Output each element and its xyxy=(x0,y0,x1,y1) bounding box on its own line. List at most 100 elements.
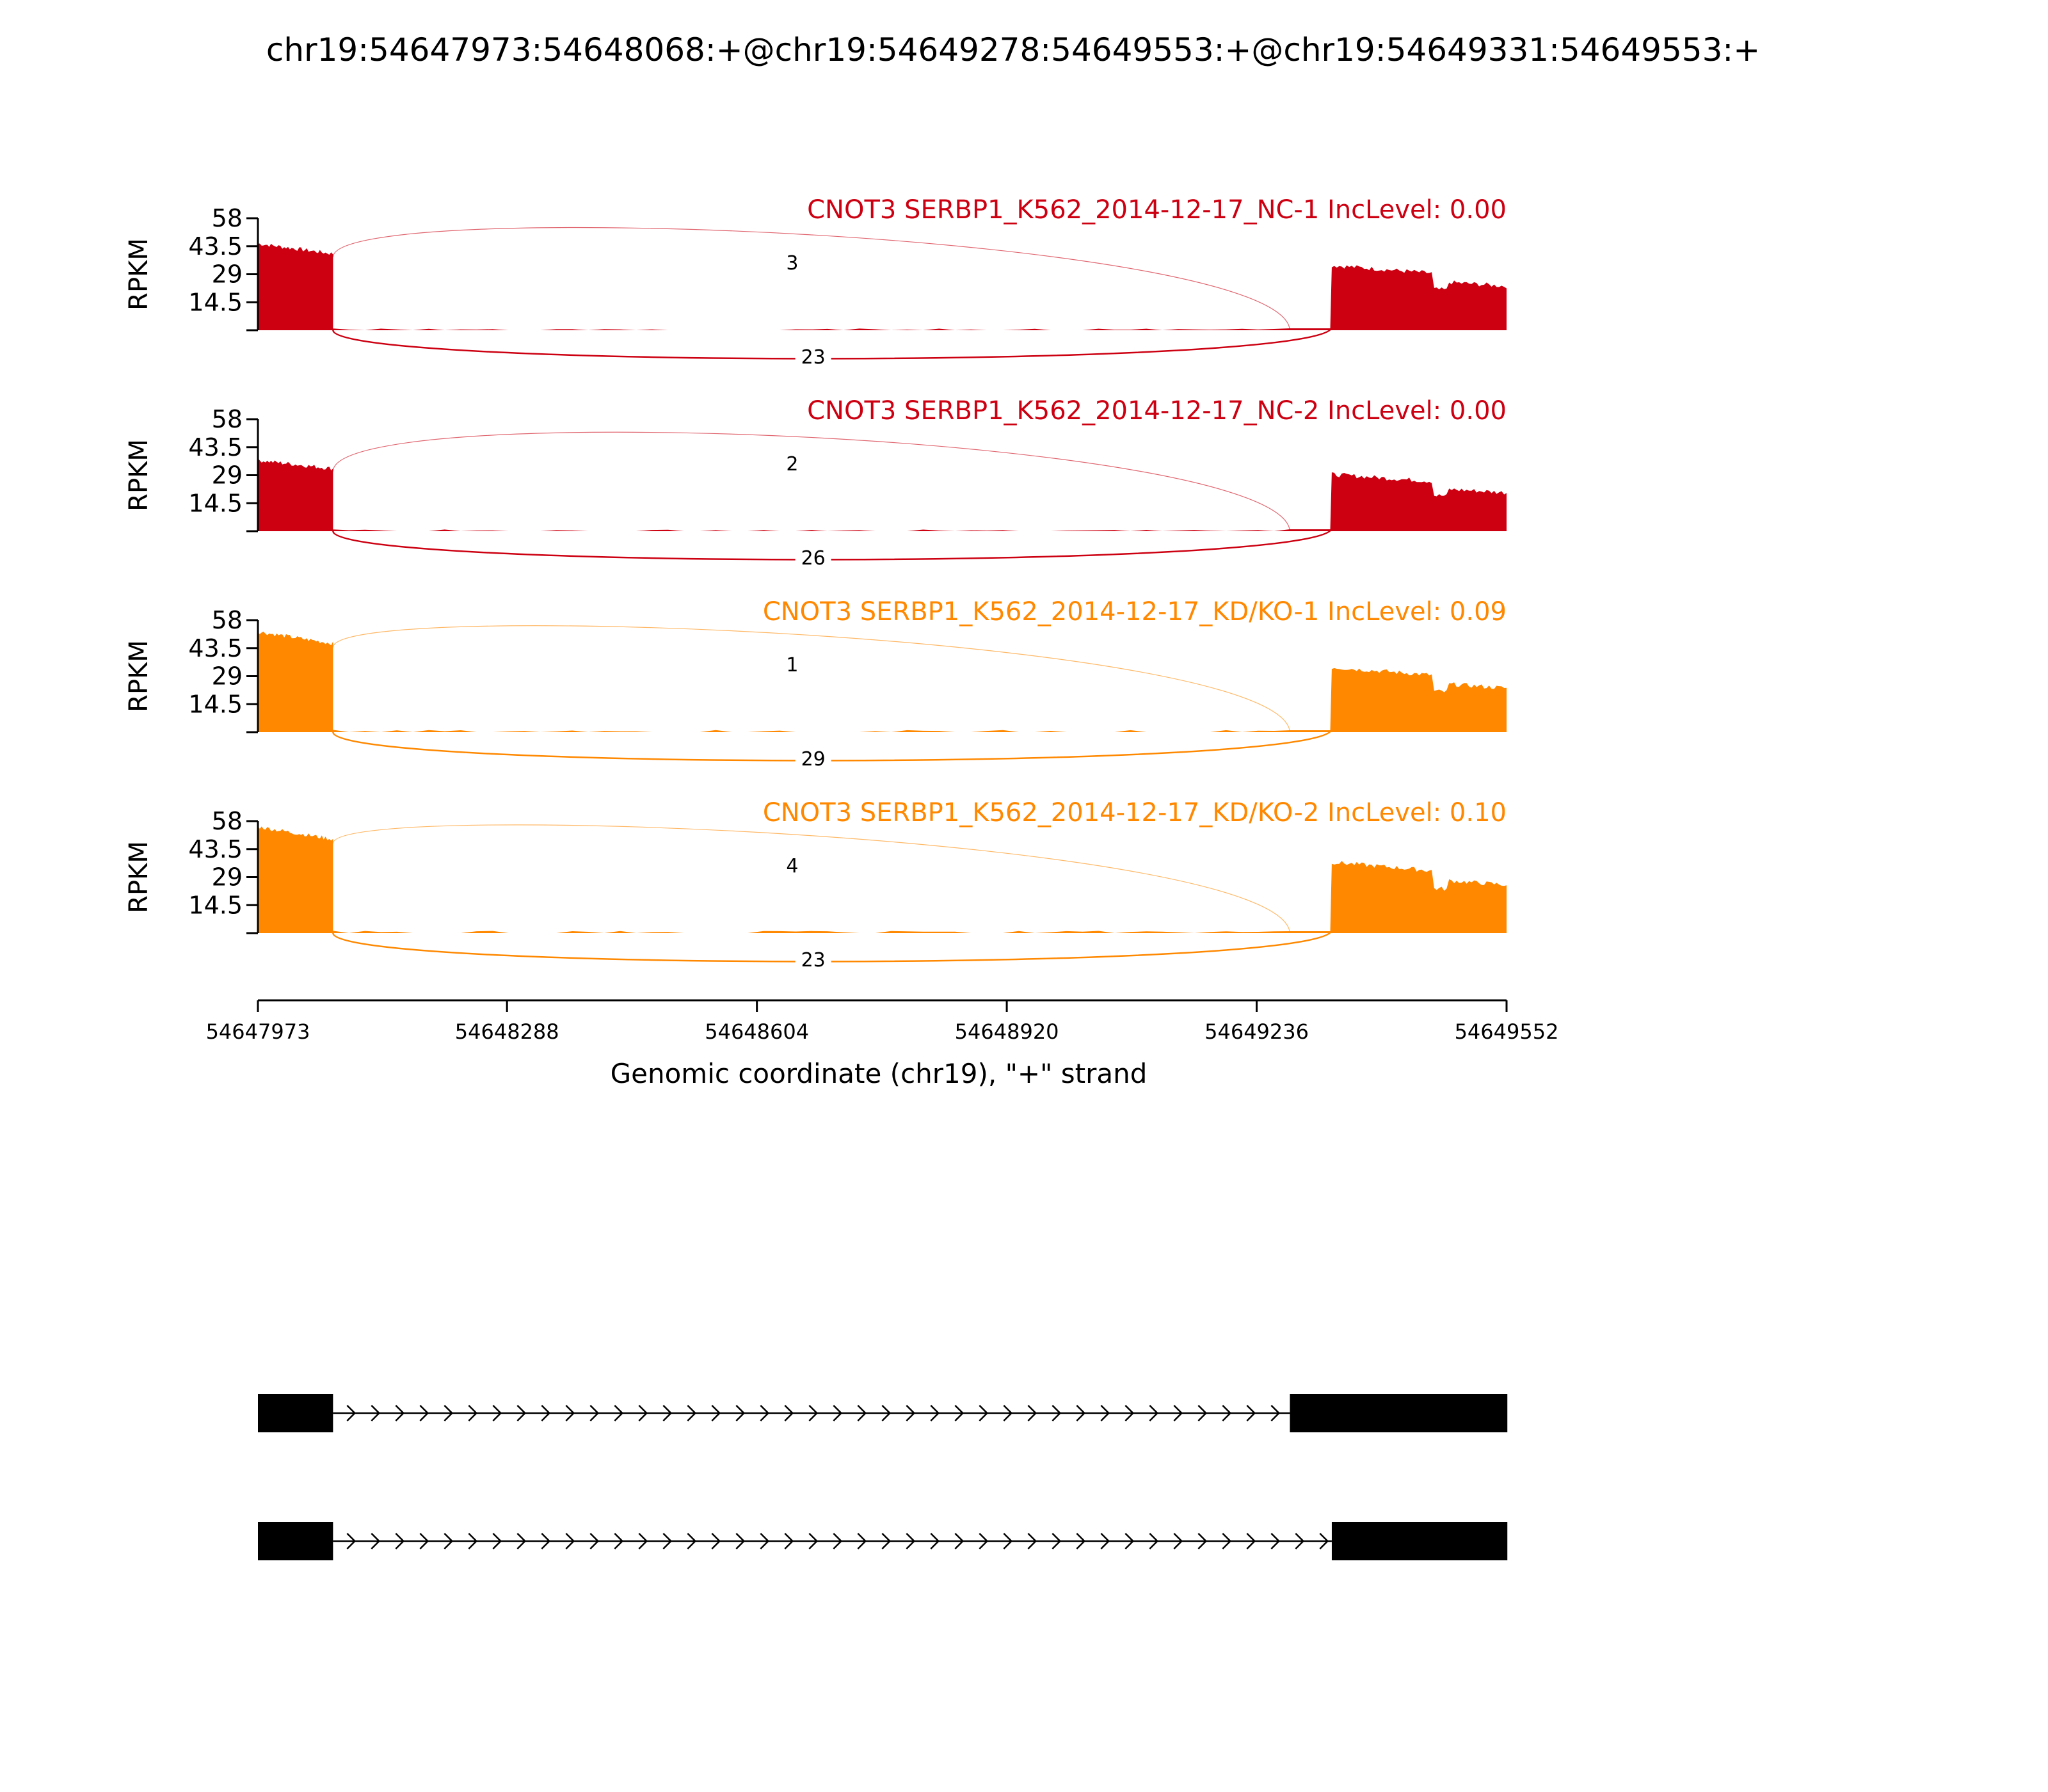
junction-label-bg xyxy=(795,748,831,772)
strand-arrow-icon xyxy=(1270,1405,1281,1421)
coverage-area xyxy=(258,826,1507,933)
strand-arrow-icon xyxy=(906,1533,916,1549)
junction-arc xyxy=(332,227,1291,331)
strand-arrow-icon xyxy=(589,1405,600,1421)
junction-count-label: 26 xyxy=(801,547,826,570)
strand-arrow-icon xyxy=(1027,1405,1037,1421)
strand-arrow-icon xyxy=(711,1533,721,1549)
coverage-area xyxy=(258,458,1507,531)
strand-arrow-icon xyxy=(1003,1405,1013,1421)
strand-arrow-icon xyxy=(395,1405,405,1421)
strand-arrow-icon xyxy=(881,1405,892,1421)
strand-arrow-icon xyxy=(1124,1405,1135,1421)
transcript-1 xyxy=(258,1394,1508,1432)
junction-arc xyxy=(332,326,1333,360)
strand-arrow-icon xyxy=(930,1533,940,1549)
panel-title: CNOT3 SERBP1_K562_2014-12-17_KD/KO-1 Inc… xyxy=(763,597,1507,627)
strand-arrow-icon xyxy=(371,1533,381,1549)
strand-arrow-icon xyxy=(857,1533,867,1549)
strand-arrow-icon xyxy=(1027,1533,1037,1549)
strand-arrow-icon xyxy=(930,1405,940,1421)
transcripts-group xyxy=(258,1394,1508,1560)
strand-arrow-icon xyxy=(614,1405,624,1421)
y-tick-label: 14.5 xyxy=(188,690,243,718)
strand-arrow-icon xyxy=(638,1405,648,1421)
coverage-area xyxy=(258,243,1507,330)
y-tick-label: 58 xyxy=(212,606,243,634)
strand-arrow-icon xyxy=(760,1533,770,1549)
y-tick-label: 43.5 xyxy=(188,433,243,461)
strand-arrow-icon xyxy=(1246,1533,1256,1549)
strand-arrow-icon xyxy=(444,1405,454,1421)
y-tick-label: 58 xyxy=(212,405,243,433)
y-axis-label: RPKM xyxy=(124,238,154,310)
strand-arrow-icon xyxy=(1149,1405,1159,1421)
strand-arrow-icon xyxy=(954,1405,964,1421)
strand-arrow-icon xyxy=(760,1405,770,1421)
y-axis-label: RPKM xyxy=(124,439,154,511)
junction-label-bg xyxy=(795,948,831,973)
x-tick-label: 54648288 xyxy=(455,1020,559,1044)
strand-arrow-icon xyxy=(1124,1533,1135,1549)
y-tick-label: 43.5 xyxy=(188,835,243,863)
exon-block xyxy=(1331,1522,1508,1560)
strand-arrow-icon xyxy=(735,1533,746,1549)
strand-arrow-icon xyxy=(1222,1533,1232,1549)
strand-arrow-icon xyxy=(614,1533,624,1549)
panel-title: CNOT3 SERBP1_K562_2014-12-17_NC-1 IncLev… xyxy=(807,195,1507,225)
strand-arrow-icon xyxy=(419,1405,429,1421)
strand-arrow-icon xyxy=(1319,1533,1329,1549)
strand-arrow-icon xyxy=(346,1533,356,1549)
y-tick-label: 14.5 xyxy=(188,489,243,517)
exon-block xyxy=(258,1522,333,1560)
y-tick-label: 43.5 xyxy=(188,634,243,662)
strand-arrow-icon xyxy=(565,1533,575,1549)
panel-title: CNOT3 SERBP1_K562_2014-12-17_KD/KO-2 Inc… xyxy=(763,798,1507,828)
strand-arrow-icon xyxy=(979,1533,989,1549)
junction-arc xyxy=(332,431,1291,532)
y-axis-label: RPKM xyxy=(124,841,154,913)
y-tick-label: 58 xyxy=(212,204,243,232)
x-tick-label: 54649236 xyxy=(1204,1020,1309,1044)
strand-arrow-icon xyxy=(565,1405,575,1421)
junction-label-bg xyxy=(795,547,831,571)
junction-label-bg xyxy=(780,452,804,477)
junction-count-label: 4 xyxy=(786,855,798,877)
y-tick-label: 29 xyxy=(212,461,243,490)
coverage-area xyxy=(258,631,1507,732)
strand-arrow-icon xyxy=(906,1405,916,1421)
strand-arrow-icon xyxy=(516,1533,527,1549)
strand-arrow-icon xyxy=(371,1405,381,1421)
strand-arrow-icon xyxy=(711,1405,721,1421)
strand-arrow-icon xyxy=(1052,1405,1062,1421)
strand-arrow-icon xyxy=(881,1533,892,1549)
strand-arrow-icon xyxy=(1173,1405,1183,1421)
panel-title: CNOT3 SERBP1_K562_2014-12-17_NC-2 IncLev… xyxy=(807,396,1507,426)
y-tick-label: 14.5 xyxy=(188,288,243,316)
strand-arrow-icon xyxy=(1222,1405,1232,1421)
strand-arrow-icon xyxy=(1003,1533,1013,1549)
strand-arrow-icon xyxy=(395,1533,405,1549)
exon-block xyxy=(258,1394,333,1432)
strand-arrow-icon xyxy=(1076,1405,1086,1421)
strand-arrow-icon xyxy=(687,1405,697,1421)
strand-arrow-icon xyxy=(784,1405,794,1421)
strand-arrow-icon xyxy=(857,1405,867,1421)
transcript-2 xyxy=(258,1522,1508,1560)
strand-arrow-icon xyxy=(1173,1533,1183,1549)
y-tick-label: 29 xyxy=(212,260,243,289)
strand-arrow-icon xyxy=(735,1405,746,1421)
junction-count-label: 23 xyxy=(801,346,826,369)
strand-arrow-icon xyxy=(1100,1533,1110,1549)
y-tick-label: 14.5 xyxy=(188,891,243,919)
junction-count-label: 29 xyxy=(801,748,826,771)
strand-arrow-icon xyxy=(687,1533,697,1549)
junction-arc xyxy=(332,527,1333,561)
strand-arrow-icon xyxy=(1149,1533,1159,1549)
strand-arrow-icon xyxy=(784,1533,794,1549)
